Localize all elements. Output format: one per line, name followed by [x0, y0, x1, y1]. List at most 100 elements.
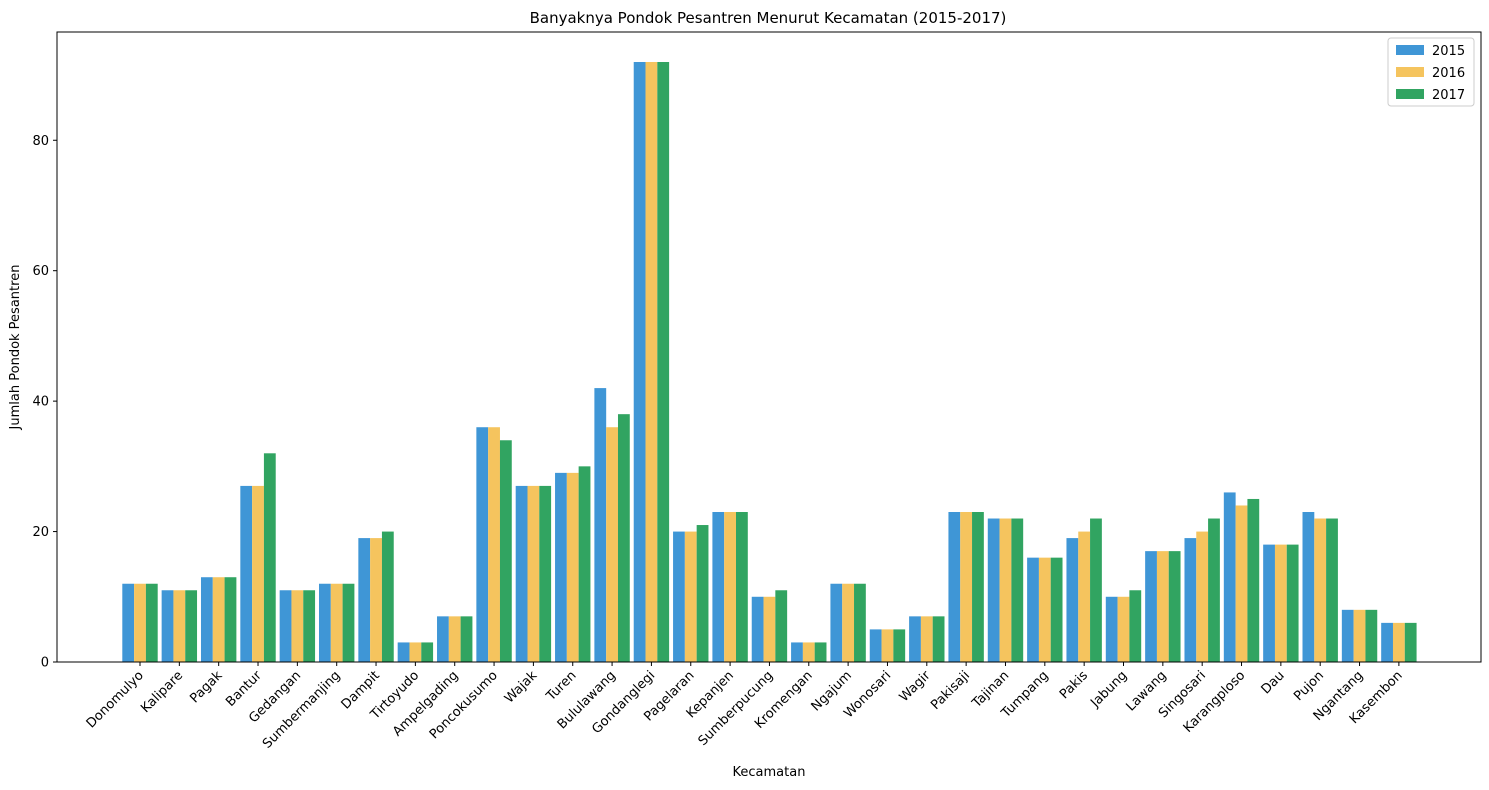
- legend-label-2016: 2016: [1432, 66, 1465, 81]
- y-tick-label: 40: [32, 395, 49, 410]
- bar-2017-pagelaran: [696, 525, 709, 662]
- legend-label-2015: 2015: [1432, 44, 1465, 59]
- legend: 2015 2016 2017: [1387, 37, 1475, 107]
- bar-2015-dampit: [358, 538, 371, 662]
- bar-2017-tajinan: [1011, 518, 1024, 662]
- bar-2016-tajinan: [999, 518, 1012, 662]
- bar-2016-lawang: [1156, 551, 1169, 662]
- bar-2017-wonosari: [893, 629, 906, 662]
- bar-2016-singosari: [1196, 531, 1209, 662]
- bar-2017-bululawang: [617, 414, 630, 662]
- bar-2016-ngantang: [1353, 609, 1366, 662]
- bar-2016-kalipare: [173, 590, 186, 662]
- bar-2017-kalipare: [185, 590, 198, 662]
- bar-2016-gedangan: [291, 590, 304, 662]
- bar-2017-tumpang: [1050, 557, 1063, 662]
- x-tick-label: Pujon: [1291, 668, 1327, 704]
- bar-2015-kalipare: [161, 590, 174, 662]
- bar-2017-wagir: [932, 616, 945, 662]
- bar-2015-gondanglegi: [633, 62, 646, 662]
- bar-2017-pakis: [1090, 518, 1102, 662]
- bar-2016-wajak: [527, 485, 540, 662]
- y-tick-label: 0: [41, 656, 49, 671]
- bar-2016-kasembon: [1392, 622, 1405, 662]
- bar-2015-karangploso: [1223, 492, 1236, 662]
- x-tick-label: Kalipare: [138, 668, 186, 716]
- bar-2017-ampelgading: [460, 616, 473, 662]
- bar-2016-pagak: [212, 577, 225, 662]
- bar-2017-bantur: [263, 453, 276, 662]
- bar-2015-bantur: [240, 485, 253, 662]
- bar-2017-kromengan: [814, 642, 827, 662]
- bar-2015-pakisaji: [948, 512, 961, 662]
- bar-2016-tumpang: [1038, 557, 1051, 662]
- bar-2015-ngantang: [1341, 609, 1354, 662]
- bar-2016-bantur: [252, 485, 264, 662]
- x-tick-label: Pakis: [1057, 668, 1091, 702]
- chart-title: Banyaknya Pondok Pesantren Menurut Kecam…: [530, 9, 1007, 27]
- legend-swatch-2017: [1396, 89, 1424, 99]
- bar-2015-tajinan: [987, 518, 1000, 662]
- bar-2015-kepanjen: [712, 512, 725, 662]
- legend-swatch-2016: [1396, 67, 1424, 77]
- bar-2017-turen: [578, 466, 591, 662]
- bar-2016-wonosari: [881, 629, 894, 662]
- bar-2015-tirtoyudo: [397, 642, 410, 662]
- bar-2017-pujon: [1326, 518, 1338, 662]
- bar-2017-ngantang: [1365, 609, 1378, 662]
- bar-2015-bululawang: [594, 388, 607, 662]
- bar-2015-pagak: [200, 577, 213, 662]
- bar-2017-ngajum: [854, 583, 866, 662]
- bar-2017-dampit: [381, 531, 394, 662]
- bar-2017-kepanjen: [736, 512, 748, 662]
- bar-2015-wagir: [909, 616, 921, 662]
- bars-group: [122, 62, 1417, 662]
- bar-2017-jabung: [1129, 590, 1142, 662]
- x-tick-label: Wajak: [502, 668, 541, 707]
- bar-2017-donomulyo: [145, 583, 158, 662]
- bar-2016-tirtoyudo: [409, 642, 422, 662]
- bar-2015-singosari: [1184, 538, 1197, 662]
- bar-2016-kepanjen: [724, 512, 736, 662]
- bar-2017-karangploso: [1247, 498, 1260, 662]
- bar-2016-dampit: [370, 538, 382, 662]
- bar-2015-kasembon: [1381, 622, 1393, 662]
- x-axis-label: Kecamatan: [733, 765, 806, 780]
- bar-2017-pakisaji: [972, 512, 984, 662]
- bar-2015-ngajum: [830, 583, 843, 662]
- plot-frame: [56, 31, 1482, 663]
- bar-2016-pakisaji: [960, 512, 973, 662]
- bar-2017-singosari: [1208, 518, 1220, 662]
- y-tick-label: 20: [32, 525, 49, 540]
- bar-2017-pagak: [224, 577, 237, 662]
- legend-swatch-2015: [1396, 45, 1424, 55]
- bar-2015-dau: [1263, 544, 1275, 662]
- bar-2015-lawang: [1145, 551, 1157, 662]
- bar-2017-gedangan: [303, 590, 316, 662]
- bar-2015-pagelaran: [673, 531, 685, 662]
- y-axis-label: Jumlah Pondok Pesantren: [8, 265, 23, 431]
- bar-2016-pujon: [1314, 518, 1327, 662]
- bar-2016-karangploso: [1235, 505, 1248, 662]
- bar-2016-donomulyo: [134, 583, 146, 662]
- x-tick-label: Turen: [543, 668, 579, 704]
- bar-2015-wajak: [515, 485, 528, 662]
- x-tick-label: Pagak: [187, 668, 225, 706]
- x-tick-label: Pakisaji: [928, 668, 973, 713]
- bar-2015-kromengan: [791, 642, 803, 662]
- bar-2016-poncokusumo: [488, 427, 500, 662]
- bar-2016-pagelaran: [684, 531, 697, 662]
- bar-2015-tumpang: [1027, 557, 1039, 662]
- bar-2015-sumberpucung: [751, 596, 764, 662]
- x-tick-label: Donomulyo: [84, 668, 147, 731]
- x-tick-label: Dau: [1259, 668, 1288, 697]
- bar-2016-jabung: [1117, 596, 1130, 662]
- y-axis-ticks: 0 20 40 60 80: [32, 134, 57, 671]
- bar-2015-poncokusumo: [476, 427, 489, 662]
- x-tick-label: Poncokusumo: [427, 668, 501, 742]
- bar-2017-sumbermanjing: [342, 583, 355, 662]
- bar-2017-tirtoyudo: [421, 642, 434, 662]
- bar-2015-sumbermanjing: [319, 583, 331, 662]
